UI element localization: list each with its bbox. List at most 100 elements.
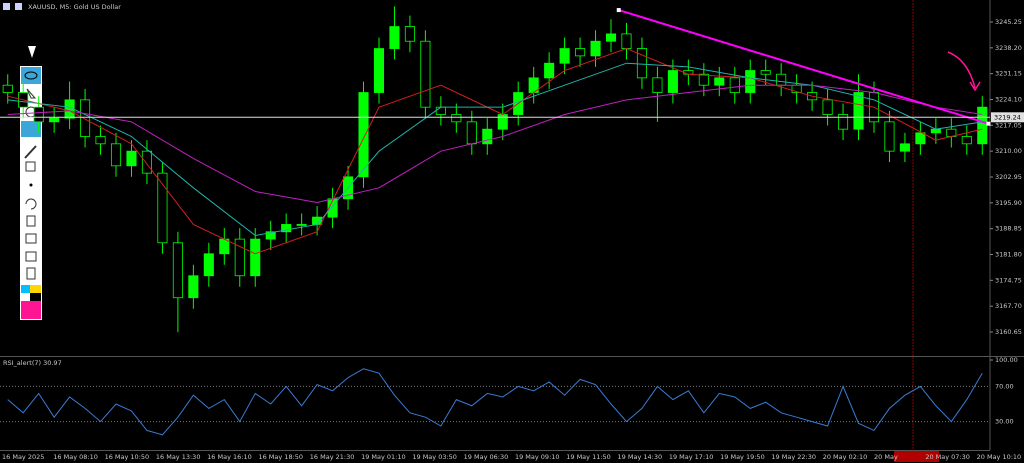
candle-body bbox=[853, 92, 864, 130]
clipboard-button[interactable] bbox=[26, 267, 36, 280]
x-tick-label: 19 May 14:30 bbox=[618, 453, 663, 461]
candle-body bbox=[544, 62, 555, 79]
candle-body bbox=[435, 106, 446, 115]
y-tick-label: 3202.95 bbox=[995, 173, 1022, 181]
candle-body bbox=[482, 128, 493, 145]
x-tick-label: 16 May 08:10 bbox=[53, 453, 98, 461]
candle-body bbox=[930, 128, 941, 134]
camera-button[interactable] bbox=[25, 251, 37, 262]
x-tick-label: 16 May 16:10 bbox=[207, 453, 252, 461]
trendline-handle bbox=[986, 121, 991, 126]
symbol-icon bbox=[3, 3, 10, 10]
candle-body bbox=[667, 70, 678, 93]
candle-body bbox=[497, 114, 508, 130]
color-swatch[interactable] bbox=[30, 293, 41, 301]
undo-button[interactable] bbox=[25, 198, 37, 210]
y-tick-label: 3174.75 bbox=[995, 276, 1022, 284]
y-tick-label: 3245.25 bbox=[995, 18, 1022, 26]
candle-body bbox=[420, 40, 431, 108]
color-swatch[interactable] bbox=[21, 301, 41, 319]
candle-body bbox=[126, 150, 137, 167]
candle-body bbox=[636, 48, 647, 79]
ruler-button[interactable] bbox=[21, 121, 41, 137]
candle-body bbox=[2, 84, 13, 93]
candle-body bbox=[822, 99, 833, 115]
candle-body bbox=[188, 275, 199, 299]
rsi-title: RSI_alert(7) 30.97 bbox=[3, 359, 62, 367]
candle-body bbox=[961, 136, 972, 145]
y-tick-label: 3238.20 bbox=[995, 44, 1022, 52]
candle-body bbox=[714, 77, 725, 86]
trendline bbox=[618, 9, 989, 125]
rsi-tick-label: 100.00 bbox=[995, 356, 1018, 364]
candle-body bbox=[33, 106, 44, 123]
y-tick-label: 3231.15 bbox=[995, 70, 1022, 78]
rsi-line bbox=[7, 368, 983, 436]
candle-body bbox=[977, 106, 988, 145]
x-tick-label: 19 May 06:30 bbox=[464, 453, 509, 461]
x-tick-label: 16 May 13:30 bbox=[156, 453, 201, 461]
chart-title: XAUUSD, M5: Gold US Dollar bbox=[28, 3, 121, 11]
x-tick-label: 19 May 09:10 bbox=[515, 453, 560, 461]
moving-average bbox=[7, 62, 983, 236]
cursor-button[interactable] bbox=[26, 88, 37, 99]
x-tick-label: 19 May 19:50 bbox=[720, 453, 765, 461]
candle-body bbox=[234, 238, 245, 277]
candle-body bbox=[95, 136, 106, 145]
arrow-annotation bbox=[947, 51, 981, 92]
candle-body bbox=[203, 253, 214, 277]
toolbar bbox=[20, 46, 42, 320]
x-tick-label: 20 May 10:10 bbox=[977, 453, 1022, 461]
eye-button[interactable] bbox=[21, 67, 41, 84]
line-button[interactable] bbox=[24, 145, 37, 159]
candle-body bbox=[698, 73, 709, 86]
y-tick-label: 3210.00 bbox=[995, 147, 1022, 155]
candle-body bbox=[250, 238, 261, 277]
candle-body bbox=[745, 70, 756, 93]
candle-body bbox=[49, 117, 60, 123]
eraser-button[interactable] bbox=[25, 161, 36, 172]
delete-button[interactable] bbox=[26, 215, 36, 227]
candle-body bbox=[358, 92, 369, 178]
y-tick-label: 3188.85 bbox=[995, 225, 1022, 233]
candle-body bbox=[141, 150, 152, 174]
x-tick-label: 20 May 02:10 bbox=[823, 453, 868, 461]
pen-icon bbox=[28, 46, 36, 58]
dot-button[interactable] bbox=[29, 183, 33, 187]
candle-body bbox=[884, 121, 895, 152]
candle-body bbox=[80, 99, 91, 137]
x-tick-label: 19 May 11:50 bbox=[566, 453, 611, 461]
x-tick-label: 16 May 21:30 bbox=[310, 453, 355, 461]
candle-body bbox=[652, 77, 663, 93]
moving-average bbox=[7, 84, 983, 203]
color-swatch[interactable] bbox=[21, 285, 30, 293]
candle-body bbox=[265, 231, 276, 240]
y-tick-label: 3167.70 bbox=[995, 302, 1022, 310]
current-price-box bbox=[991, 112, 1024, 123]
y-tick-label: 3181.80 bbox=[995, 250, 1022, 258]
color-swatch[interactable] bbox=[30, 285, 41, 293]
y-tick-label: 3195.90 bbox=[995, 199, 1022, 207]
x-tick-label: 19 May 03:50 bbox=[412, 453, 457, 461]
candle-body bbox=[281, 224, 292, 233]
candle-body bbox=[389, 26, 400, 49]
x-tick-label: 19 May 01:10 bbox=[361, 453, 406, 461]
candle-body bbox=[776, 73, 787, 86]
candle-body bbox=[575, 48, 586, 57]
cart-button[interactable] bbox=[25, 233, 37, 244]
current-price-label: 3219.24 bbox=[994, 113, 1021, 121]
candle-body bbox=[172, 242, 183, 299]
x-tick-label: 20 May 07:30 bbox=[925, 453, 970, 461]
y-tick-label: 3217.05 bbox=[995, 121, 1022, 129]
y-tick-label: 3160.65 bbox=[995, 328, 1022, 336]
candle-body bbox=[899, 143, 910, 152]
time-highlight bbox=[894, 451, 940, 462]
x-tick-label: 19 May 17:10 bbox=[669, 453, 714, 461]
x-tick-label: 19 May 22:30 bbox=[771, 453, 816, 461]
candle-body bbox=[451, 114, 462, 123]
candle-body bbox=[157, 172, 168, 244]
candle-body bbox=[559, 48, 570, 64]
symbol-icon bbox=[15, 3, 22, 10]
candle-body bbox=[466, 121, 477, 145]
